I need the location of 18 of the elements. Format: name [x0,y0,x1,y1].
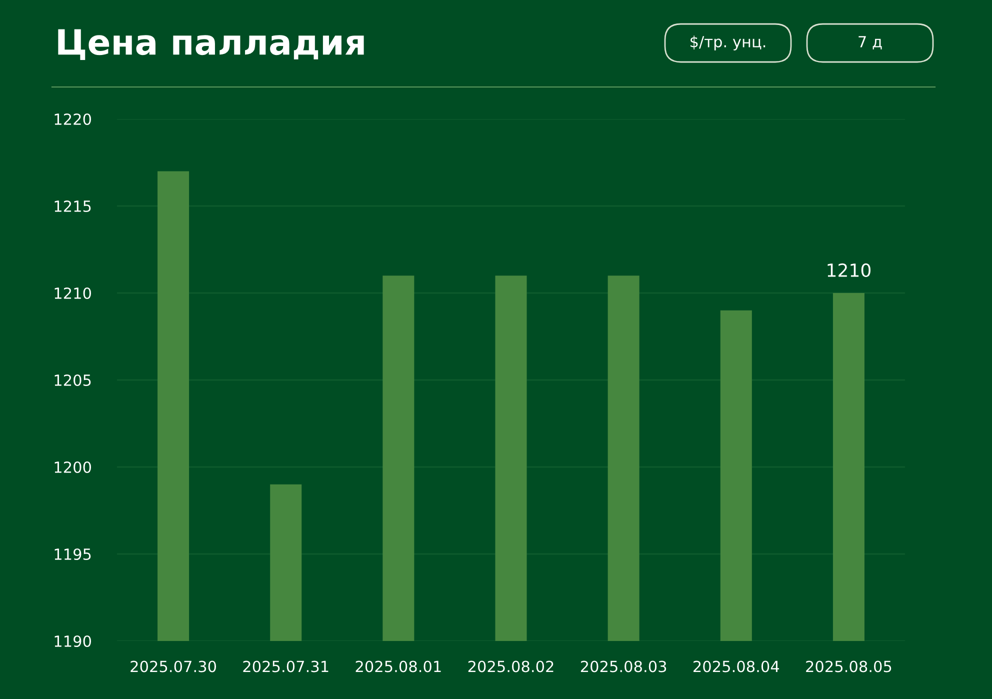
y-tick-label: 1215 [54,200,91,212]
data-label: 1210 [828,263,870,277]
y-tick-label: 1200 [54,461,91,474]
y-tick-label: 1220 [54,113,91,126]
y-tick-label: 1210 [54,287,91,300]
x-tick-label: 2025.07.30 [130,660,216,672]
y-tick-label: 1195 [54,548,91,560]
x-tick-label: 2025.08.05 [806,660,892,672]
x-tick-label: 2025.07.31 [243,660,328,672]
x-tick-label: 2025.08.03 [580,660,666,672]
y-tick-label: 1190 [54,635,91,648]
chart-title: Цена палладия [58,29,364,60]
x-tick-label: 2025.08.01 [356,660,441,672]
text: $/тр. унц. [690,36,766,50]
x-tick-label: 2025.08.04 [694,660,780,672]
text: 7 д [858,36,882,50]
x-tick-label: 2025.08.02 [468,660,554,672]
y-tick-label: 1205 [54,374,91,386]
